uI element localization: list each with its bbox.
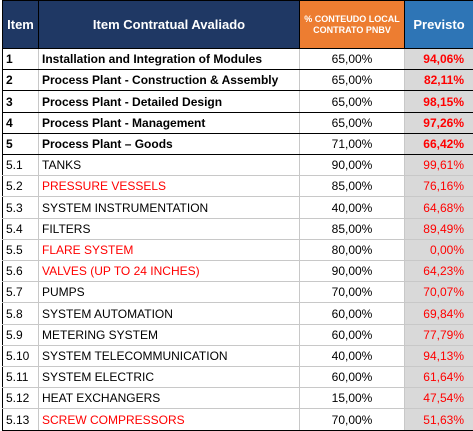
cell-forecast: 94,06% <box>405 49 473 70</box>
cell-forecast: 82,11% <box>405 70 473 91</box>
cell-local-content: 15,00% <box>300 388 405 409</box>
cell-description: Process Plant - Detailed Design <box>39 91 300 112</box>
cell-local-content: 65,00% <box>300 70 405 91</box>
cell-description: HEAT EXCHANGERS <box>39 388 300 409</box>
cell-description: PRESSURE VESSELS <box>39 176 300 197</box>
cell-local-content: 60,00% <box>300 367 405 388</box>
cell-item: 5.11 <box>3 367 39 388</box>
cell-description: METERING SYSTEM <box>39 324 300 345</box>
cell-description: Process Plant - Management <box>39 112 300 133</box>
cell-local-content: 90,00% <box>300 261 405 282</box>
cell-description: Process Plant - Construction & Assembly <box>39 70 300 91</box>
cell-item: 5.13 <box>3 409 39 430</box>
cell-item: 5.8 <box>3 303 39 324</box>
cell-item: 5.7 <box>3 282 39 303</box>
cell-description: Installation and Integration of Modules <box>39 49 300 70</box>
cell-local-content: 60,00% <box>300 324 405 345</box>
cell-local-content: 85,00% <box>300 176 405 197</box>
cell-description: SYSTEM INSTRUMENTATION <box>39 197 300 218</box>
header-description: Item Contratual Avaliado <box>39 1 300 49</box>
cell-local-content: 80,00% <box>300 239 405 260</box>
cell-item: 5.3 <box>3 197 39 218</box>
cell-forecast: 76,16% <box>405 176 473 197</box>
header-forecast: Previsto <box>405 1 473 49</box>
cell-description: Process Plant – Goods <box>39 133 300 154</box>
cell-item: 1 <box>3 49 39 70</box>
cell-forecast: 64,23% <box>405 261 473 282</box>
cell-forecast: 94,13% <box>405 345 473 366</box>
cell-forecast: 66,42% <box>405 133 473 154</box>
cell-forecast: 61,64% <box>405 367 473 388</box>
cell-local-content: 70,00% <box>300 282 405 303</box>
cell-local-content: 60,00% <box>300 303 405 324</box>
cell-forecast: 64,68% <box>405 197 473 218</box>
cell-forecast: 0,00% <box>405 239 473 260</box>
cell-forecast: 97,26% <box>405 112 473 133</box>
cell-local-content: 71,00% <box>300 133 405 154</box>
cell-item: 5.4 <box>3 218 39 239</box>
cell-local-content: 70,00% <box>300 409 405 430</box>
cell-description: SYSTEM AUTOMATION <box>39 303 300 324</box>
cell-item: 3 <box>3 91 39 112</box>
header-local-content: % CONTEUDO LOCAL CONTRATO PNBV <box>300 1 405 49</box>
cell-item: 5.6 <box>3 261 39 282</box>
cell-item: 5.1 <box>3 155 39 176</box>
cell-local-content: 65,00% <box>300 49 405 70</box>
cell-local-content: 40,00% <box>300 345 405 366</box>
cell-local-content: 85,00% <box>300 218 405 239</box>
cell-item: 2 <box>3 70 39 91</box>
cell-forecast: 89,49% <box>405 218 473 239</box>
cell-local-content: 40,00% <box>300 197 405 218</box>
cell-item: 5.9 <box>3 324 39 345</box>
cell-forecast: 69,84% <box>405 303 473 324</box>
cell-description: VALVES (UP TO 24 INCHES) <box>39 261 300 282</box>
cell-description: SCREW COMPRESSORS <box>39 409 300 430</box>
cell-description: FILTERS <box>39 218 300 239</box>
cell-forecast: 77,79% <box>405 324 473 345</box>
cell-forecast: 99,61% <box>405 155 473 176</box>
cell-item: 5.5 <box>3 239 39 260</box>
cell-forecast: 70,07% <box>405 282 473 303</box>
header-item: Item <box>3 1 39 49</box>
header-row: Item Item Contratual Avaliado % CONTEUDO… <box>3 1 473 49</box>
cell-description: SYSTEM TELECOMMUNICATION <box>39 345 300 366</box>
cell-description: TANKS <box>39 155 300 176</box>
cell-local-content: 90,00% <box>300 155 405 176</box>
table-header: Item Item Contratual Avaliado % CONTEUDO… <box>3 1 473 49</box>
cell-local-content: 65,00% <box>300 112 405 133</box>
cell-local-content: 65,00% <box>300 91 405 112</box>
cell-forecast: 98,15% <box>405 91 473 112</box>
cell-description: FLARE SYSTEM <box>39 239 300 260</box>
cell-item: 5.12 <box>3 388 39 409</box>
cell-description: SYSTEM ELECTRIC <box>39 367 300 388</box>
cell-forecast: 51,63% <box>405 409 473 430</box>
cell-description: PUMPS <box>39 282 300 303</box>
cell-forecast: 47,54% <box>405 388 473 409</box>
cell-item: 5.2 <box>3 176 39 197</box>
cell-item: 4 <box>3 112 39 133</box>
cell-item: 5 <box>3 133 39 154</box>
cell-item: 5.10 <box>3 345 39 366</box>
